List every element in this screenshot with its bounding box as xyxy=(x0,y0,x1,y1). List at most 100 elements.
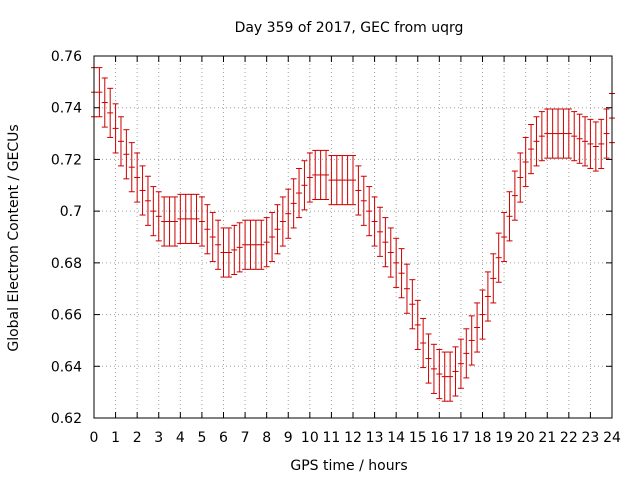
error-bar-point xyxy=(398,248,405,299)
x-tick-label: 19 xyxy=(495,430,513,446)
error-bar-point xyxy=(323,149,330,201)
x-tick-label: 23 xyxy=(582,430,600,446)
x-tick-label: 10 xyxy=(301,430,319,446)
error-bar-point xyxy=(161,196,168,247)
x-tick-label: 24 xyxy=(603,430,621,446)
error-bar-point xyxy=(420,317,427,369)
error-bar-point xyxy=(296,167,303,219)
error-bar-point xyxy=(511,170,518,221)
error-bar-point xyxy=(555,108,562,159)
error-bar-point xyxy=(522,136,529,188)
y-tick-label: 0.66 xyxy=(51,308,82,324)
error-bar-point xyxy=(376,206,383,257)
error-bar-point xyxy=(517,152,524,203)
error-bar-point xyxy=(479,289,486,340)
y-tick-label: 0.76 xyxy=(51,49,82,65)
error-bar-point xyxy=(279,196,286,247)
error-bar-point xyxy=(220,227,227,278)
error-bar-point xyxy=(123,129,130,180)
error-bar-point xyxy=(242,219,249,270)
error-bar-point xyxy=(371,196,378,247)
y-tick-label: 0.62 xyxy=(51,411,82,427)
error-bar-point xyxy=(225,227,232,278)
error-bar-point xyxy=(128,142,135,193)
error-bar-point xyxy=(333,155,340,206)
error-bar-point xyxy=(328,155,335,206)
error-bar-point xyxy=(247,219,254,270)
x-tick-label: 17 xyxy=(452,430,470,446)
error-bar-point xyxy=(317,149,324,201)
error-bar-point xyxy=(490,253,497,304)
error-bar-point xyxy=(306,152,313,203)
error-bar-point xyxy=(414,299,421,350)
error-bar-point xyxy=(171,196,178,247)
y-tick-label: 0.68 xyxy=(51,256,82,272)
error-bar-point xyxy=(457,338,464,389)
error-bar-point xyxy=(474,302,481,353)
x-tick-label: 1 xyxy=(111,430,120,446)
error-bar-point xyxy=(344,155,351,206)
error-bar-point xyxy=(360,175,367,226)
error-bar-point xyxy=(468,315,475,366)
error-bar-point xyxy=(382,217,389,268)
error-bar-point xyxy=(571,111,578,162)
error-bar-point xyxy=(96,67,103,118)
x-tick-label: 9 xyxy=(284,430,293,446)
y-tick-label: 0.64 xyxy=(51,359,82,375)
x-tick-label: 11 xyxy=(323,430,341,446)
error-bar-point xyxy=(533,116,540,167)
error-bar-point xyxy=(155,191,162,242)
y-tick-label: 0.74 xyxy=(51,101,82,117)
error-bar-point xyxy=(409,279,416,330)
error-bar-point xyxy=(452,346,459,397)
x-tick-label: 2 xyxy=(133,430,142,446)
x-axis-label: GPS time / hours xyxy=(290,458,407,474)
error-bar-point xyxy=(269,211,276,263)
x-tick-label: 13 xyxy=(366,430,384,446)
error-bar-point xyxy=(350,155,356,206)
error-bar-point xyxy=(112,103,119,154)
error-bar-point xyxy=(425,333,432,384)
error-bar-point xyxy=(366,186,373,237)
error-bar-point xyxy=(576,113,583,164)
x-tick-label: 12 xyxy=(344,430,362,446)
error-bar-point xyxy=(134,152,141,203)
x-tick-label: 0 xyxy=(90,430,99,446)
axis-ticks xyxy=(93,55,613,419)
error-bar-point xyxy=(495,232,502,283)
x-tick-label: 15 xyxy=(409,430,427,446)
y-tick-label: 0.7 xyxy=(60,204,82,220)
error-bar-point xyxy=(285,188,292,239)
y-tick-label: 0.72 xyxy=(51,152,82,168)
error-bar-point xyxy=(274,204,281,255)
error-bar-point xyxy=(204,204,211,255)
error-bar-point xyxy=(603,108,610,159)
error-bar-point xyxy=(598,118,605,169)
error-bars xyxy=(91,67,615,402)
error-bar-point xyxy=(107,87,114,138)
error-bar-point xyxy=(312,149,319,201)
grid-layer xyxy=(94,56,612,418)
error-bar-point xyxy=(441,351,448,402)
error-bar-point xyxy=(447,351,454,402)
error-bar-point xyxy=(544,108,551,159)
error-bar-point xyxy=(198,196,205,247)
error-bar-point xyxy=(463,328,470,379)
error-bar-point xyxy=(387,227,394,278)
error-bar-point xyxy=(188,193,195,244)
error-bar-point xyxy=(117,116,124,167)
error-bar-point xyxy=(436,348,443,400)
error-bar-point xyxy=(215,219,222,270)
error-bar-point xyxy=(339,155,346,206)
tick-labels: 0 1 2 3 4 5 6 7 8 9 10 11 12 13 14 15 16 17 18 19 20 21 22 23 24… xyxy=(51,49,621,446)
x-tick-label: 22 xyxy=(560,430,578,446)
x-tick-label: 14 xyxy=(387,430,405,446)
y-axis-label: Global Electron Content / GECUs xyxy=(6,124,22,351)
error-bar-point xyxy=(582,116,589,167)
error-bar-point xyxy=(560,108,567,159)
error-bar-point xyxy=(290,178,297,229)
error-bar-point xyxy=(150,186,157,237)
error-bar-point xyxy=(403,263,410,314)
x-tick-label: 6 xyxy=(219,430,228,446)
